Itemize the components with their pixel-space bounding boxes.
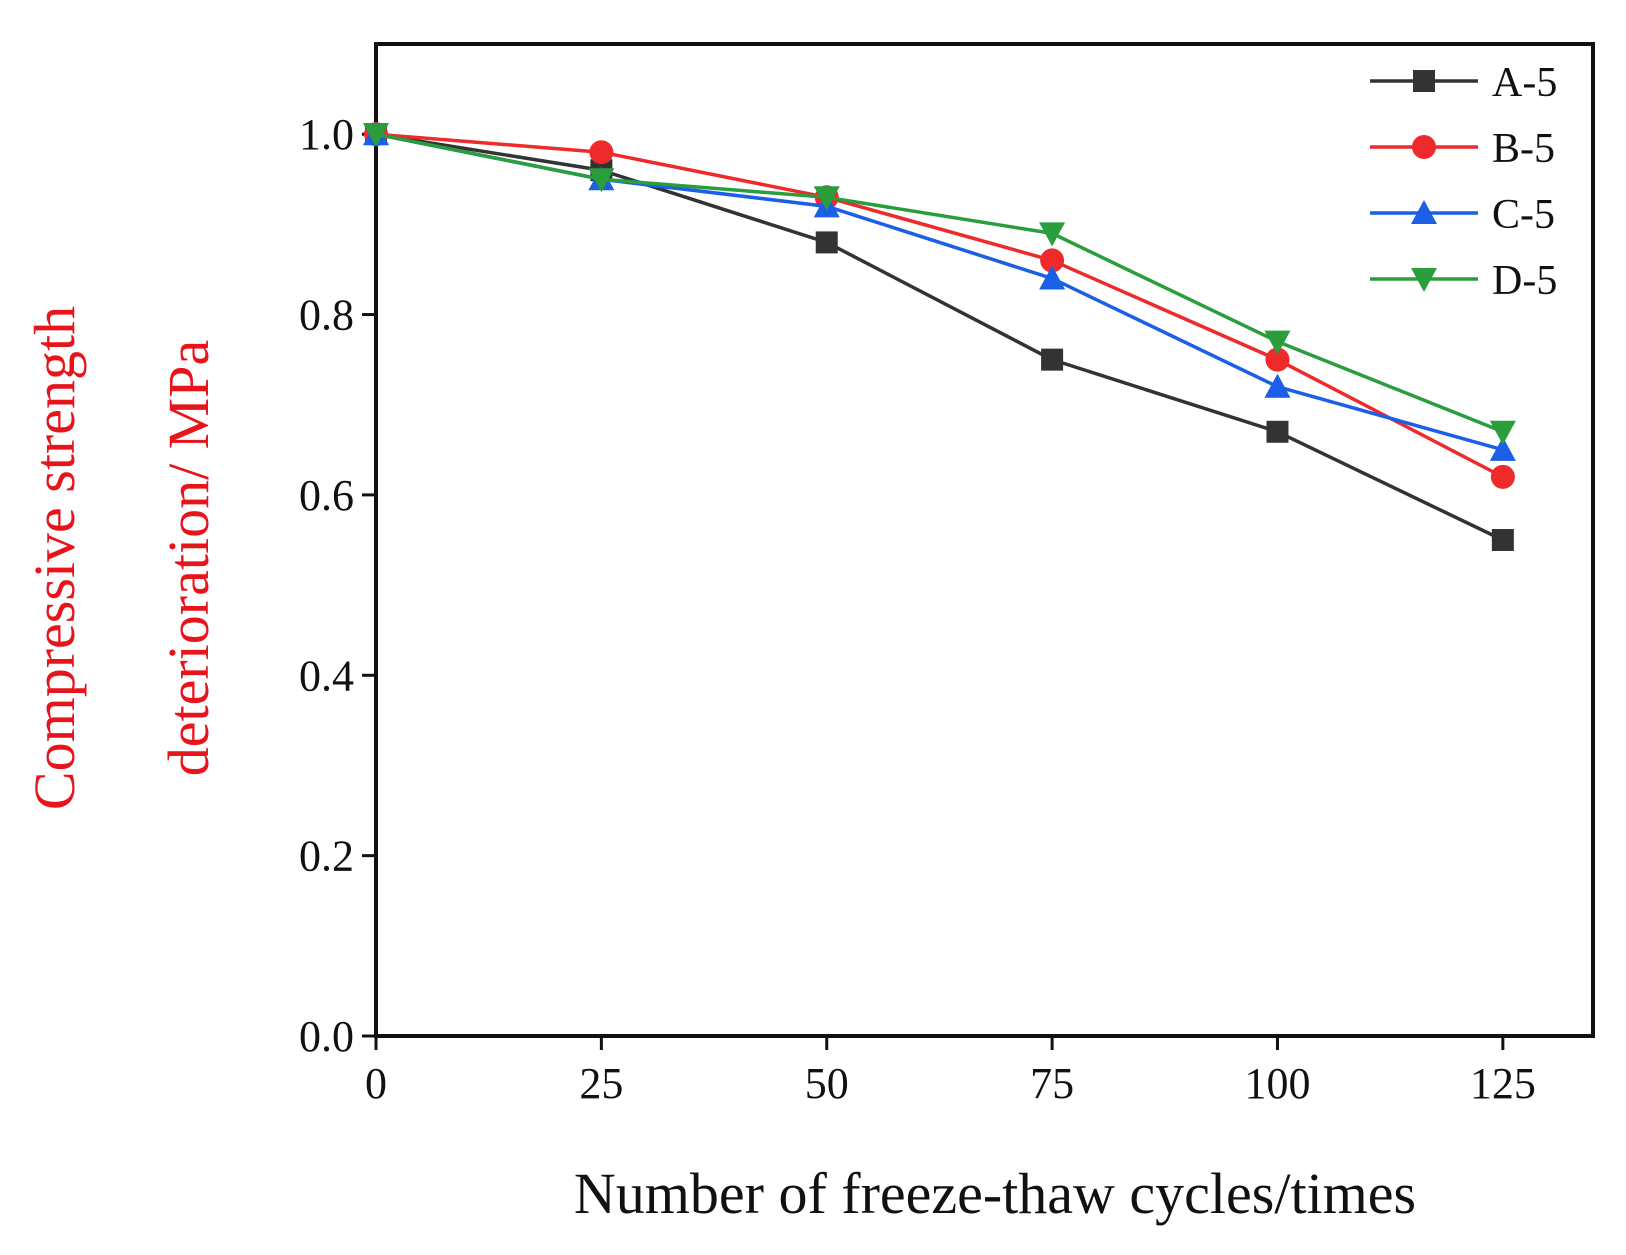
legend-item-d-5: D-5 bbox=[1370, 258, 1557, 304]
x-tick-label: 75 bbox=[1030, 1059, 1074, 1108]
legend: A-5 B-5 C-5 D-5 bbox=[1370, 60, 1557, 304]
data-point-c-5 bbox=[1039, 265, 1066, 290]
legend-marker bbox=[1413, 70, 1435, 92]
data-point-d-5 bbox=[588, 168, 615, 193]
legend-marker bbox=[1412, 135, 1436, 159]
legend-label: C-5 bbox=[1492, 192, 1555, 238]
data-point-d-5 bbox=[1039, 222, 1066, 247]
y-axis-label-line-2: deterioration/ MPa bbox=[156, 340, 221, 777]
data-point-b-5 bbox=[1490, 464, 1515, 489]
data-point-d-5 bbox=[813, 186, 840, 211]
x-axis-label: Number of freeze-thaw cycles/times bbox=[574, 1161, 1416, 1226]
series-line-b-5 bbox=[375, 132, 1504, 479]
series-line-a-5 bbox=[375, 132, 1504, 542]
y-tick-label: 0.0 bbox=[299, 1012, 354, 1061]
y-tick-label: 0.8 bbox=[299, 291, 354, 340]
data-point-c-5 bbox=[1264, 373, 1291, 398]
x-tick-label: 0 bbox=[365, 1059, 387, 1108]
legend-item-a-5: A-5 bbox=[1370, 60, 1557, 106]
data-point-c-5 bbox=[1489, 436, 1516, 461]
legend-label: B-5 bbox=[1492, 126, 1555, 172]
y-tick-label: 0.6 bbox=[299, 471, 354, 520]
x-tick-label: 125 bbox=[1470, 1059, 1536, 1108]
legend-item-b-5: B-5 bbox=[1370, 126, 1555, 172]
data-point-d-5 bbox=[1489, 420, 1516, 445]
plot-frame bbox=[374, 42, 1595, 1038]
x-tick-label: 25 bbox=[579, 1059, 623, 1108]
y-tick-label: 0.2 bbox=[299, 832, 354, 881]
x-tick-label: 100 bbox=[1244, 1059, 1310, 1108]
series-d-5 bbox=[363, 123, 1516, 445]
series-a-5 bbox=[365, 123, 1514, 551]
data-point-b-5 bbox=[1265, 347, 1290, 372]
y-tick-label: 1.0 bbox=[299, 110, 354, 159]
series-line-d-5 bbox=[375, 132, 1504, 434]
x-tick-label: 50 bbox=[805, 1059, 849, 1108]
axis-labels: Number of freeze-thaw cycles/times Compr… bbox=[22, 306, 1416, 1226]
data-point-d-5 bbox=[363, 123, 389, 148]
data-point-a-5 bbox=[815, 231, 838, 254]
legend-marker bbox=[1411, 268, 1437, 292]
series-layer bbox=[363, 121, 1516, 551]
y-tick-label: 0.4 bbox=[299, 651, 354, 700]
data-point-a-5 bbox=[1266, 420, 1289, 443]
data-point-a-5 bbox=[1491, 529, 1514, 551]
legend-item-c-5: C-5 bbox=[1370, 192, 1555, 238]
legend-label: A-5 bbox=[1492, 60, 1557, 106]
y-axis-label-line-1: Compressive strength bbox=[22, 306, 87, 810]
data-point-b-5 bbox=[589, 140, 614, 165]
axes: 0 25 50 75 100 125 0.0 0.2 0.4 0.6 0.8 1.0 bbox=[299, 42, 1595, 1108]
legend-marker bbox=[1411, 200, 1437, 224]
legend-label: D-5 bbox=[1492, 258, 1557, 304]
data-point-a-5 bbox=[1041, 348, 1064, 371]
data-point-d-5 bbox=[1264, 330, 1291, 355]
data-point-b-5 bbox=[1040, 248, 1065, 273]
